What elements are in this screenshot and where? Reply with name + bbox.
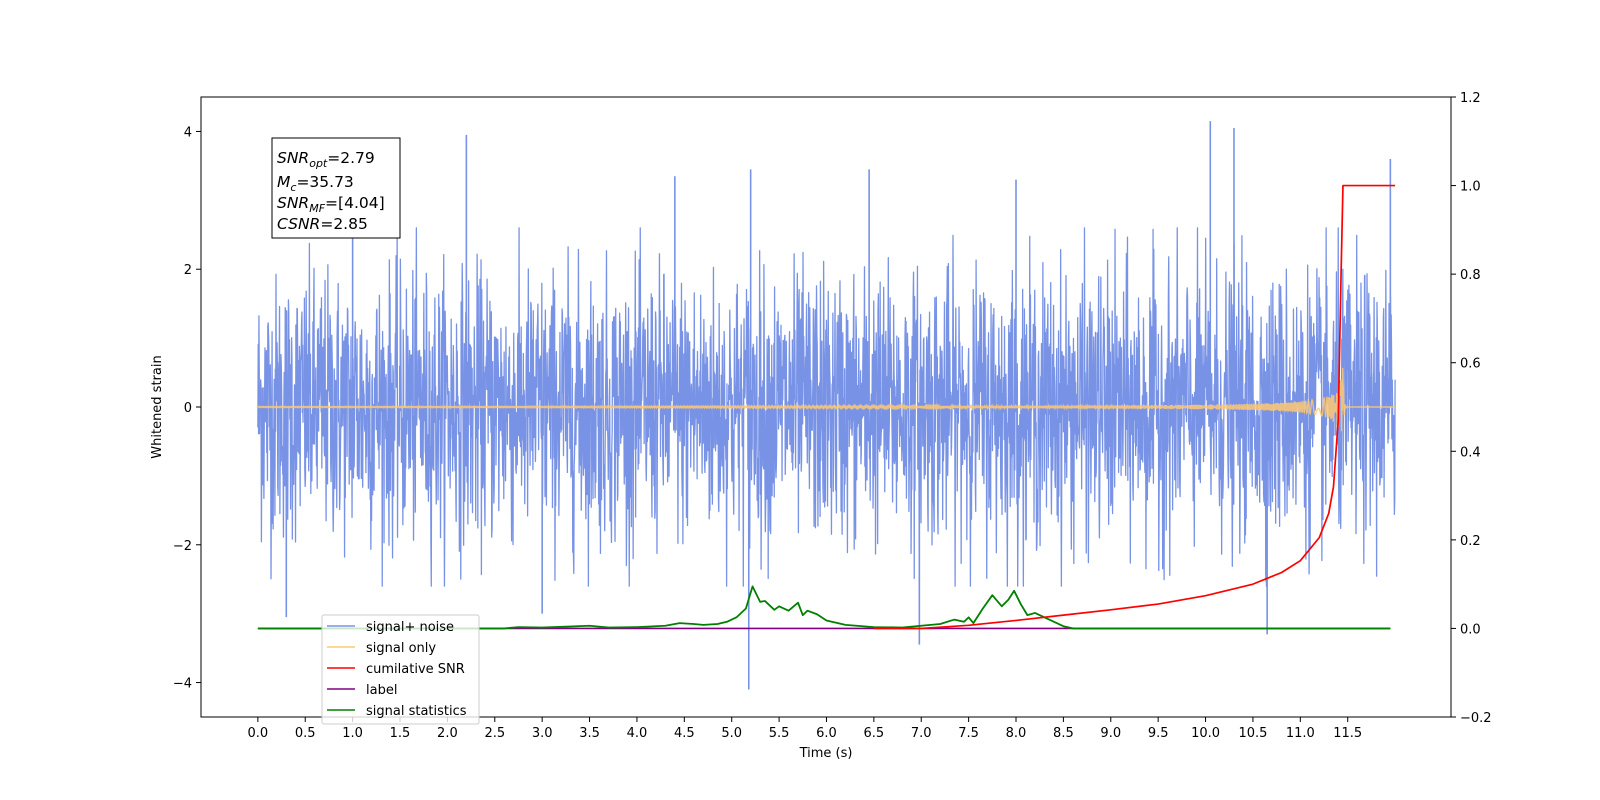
x-tick-label: 11.0 xyxy=(1286,726,1315,741)
info-chirp-mass: Mc=35.73 xyxy=(277,173,354,194)
x-tick-label: 7.5 xyxy=(958,726,979,741)
y2-tick-label: 0.0 xyxy=(1460,622,1481,637)
y2-tick-label: 0.8 xyxy=(1460,268,1481,283)
x-tick-label: 1.5 xyxy=(390,726,411,741)
legend-item: cumilative SNR xyxy=(327,662,465,677)
x-tick-label: 11.5 xyxy=(1333,726,1362,741)
x-tick-label: 8.5 xyxy=(1053,726,1074,741)
x-tick-label: 2.5 xyxy=(484,726,505,741)
info-snr-opt: SNRopt=2.79 xyxy=(277,149,375,170)
legend: signal+ noise signal only cumilative SNR… xyxy=(321,614,480,725)
y-tick-label: 4 xyxy=(184,125,192,140)
legend-item: label xyxy=(327,683,397,698)
legend-item: signal+ noise xyxy=(327,620,454,635)
x-tick-label: 5.5 xyxy=(769,726,790,741)
y-tick-label: −2 xyxy=(173,539,192,554)
x-tick-label: 3.0 xyxy=(532,726,553,741)
legend-label: signal only xyxy=(366,641,436,656)
y-axis-ticks: 4 2 0 −2 −4 xyxy=(173,125,201,692)
legend-label: label xyxy=(366,683,397,698)
x-axis-ticks: 0.0 0.5 1.0 1.5 2.0 2.5 3.0 3.5 4.0 4.5 5.0 5.5 6.0 6… xyxy=(248,717,1362,741)
x-tick-label: 6.0 xyxy=(816,726,837,741)
series-signal-noise xyxy=(257,121,1396,690)
x-tick-label: 2.0 xyxy=(437,726,458,741)
x-axis-label: Time (s) xyxy=(799,746,853,761)
signal-statistics-line xyxy=(257,585,1391,630)
legend-label: signal+ noise xyxy=(366,620,454,635)
x-tick-label: 6.5 xyxy=(864,726,885,741)
info-box-frame xyxy=(271,137,401,239)
signal-noise-line xyxy=(257,227,1396,587)
info-box: SNRopt=2.79 Mc=35.73 SNRMF=[4.04] CSNR=2… xyxy=(271,137,401,239)
x-tick-label: 8.0 xyxy=(1006,726,1027,741)
signal-only-line xyxy=(257,367,1396,432)
plot-area xyxy=(257,121,1396,690)
x-tick-label: 4.0 xyxy=(627,726,648,741)
x-tick-label: 3.5 xyxy=(579,726,600,741)
y-axis-label: Whitened strain xyxy=(150,355,165,458)
x-tick-label: 4.5 xyxy=(674,726,695,741)
y2-tick-label: 0.2 xyxy=(1460,534,1481,549)
y2-tick-label: 1.2 xyxy=(1460,91,1481,106)
y2-tick-label: −0.2 xyxy=(1460,711,1492,726)
legend-label: cumilative SNR xyxy=(366,662,465,677)
x-tick-label: 5.0 xyxy=(721,726,742,741)
series-signal-only xyxy=(257,367,1396,432)
x-tick-label: 7.0 xyxy=(911,726,932,741)
y2-tick-label: 0.6 xyxy=(1460,357,1481,372)
legend-label: signal statistics xyxy=(366,704,467,719)
legend-item: signal only xyxy=(327,641,436,656)
info-csnr: CSNR=2.85 xyxy=(277,215,368,233)
x-tick-label: 9.5 xyxy=(1148,726,1169,741)
x-tick-label: 0.5 xyxy=(295,726,316,741)
x-tick-label: 0.0 xyxy=(248,726,269,741)
legend-item: signal statistics xyxy=(327,704,467,719)
cumulative-snr-line xyxy=(873,184,1396,630)
info-snr-mf: SNRMF=[4.04] xyxy=(277,194,385,215)
x-tick-label: 9.0 xyxy=(1100,726,1121,741)
x-tick-label: 10.5 xyxy=(1238,726,1267,741)
x-tick-label: 1.0 xyxy=(342,726,363,741)
y2-axis-ticks: 1.2 1.0 0.8 0.6 0.4 0.2 0.0 −0.2 xyxy=(1451,91,1492,726)
legend-frame xyxy=(321,614,480,725)
y2-tick-label: 1.0 xyxy=(1460,180,1481,195)
x-tick-label: 10.0 xyxy=(1191,726,1220,741)
y-tick-label: 0 xyxy=(184,401,192,416)
series-signal-statistics xyxy=(257,585,1391,630)
y2-tick-label: 0.4 xyxy=(1460,445,1481,460)
series-cumulative-snr xyxy=(873,184,1396,630)
y-tick-label: 2 xyxy=(184,263,192,278)
y-tick-label: −4 xyxy=(173,677,192,692)
